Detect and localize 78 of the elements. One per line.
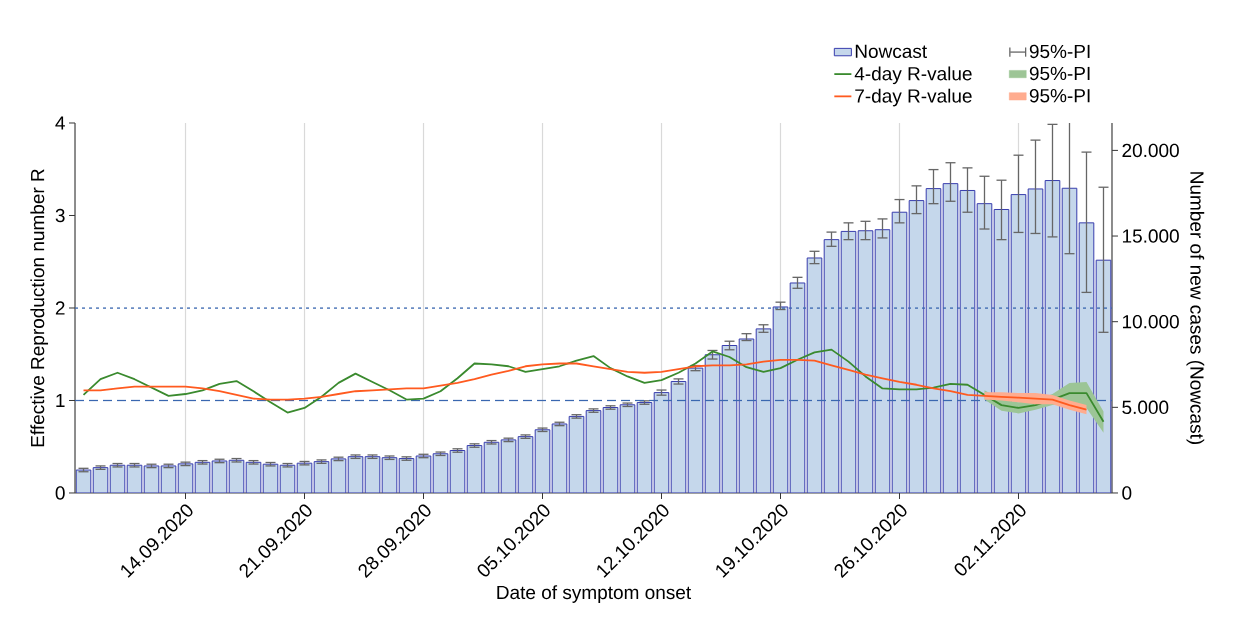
y-tick-label: 2: [55, 301, 65, 315]
y2-tick-label: 15.000: [1122, 229, 1179, 243]
bar: [398, 458, 415, 493]
bar: [449, 450, 466, 493]
y2-axis-title: Number of new cases (Nowcast): [1186, 172, 1205, 445]
bar: [959, 189, 976, 493]
y-axis-title: Effective Reproduction number R: [30, 169, 49, 447]
bar: [381, 457, 398, 493]
bar: [313, 461, 330, 493]
bar: [687, 367, 704, 493]
bar: [925, 188, 942, 493]
bar: [636, 402, 653, 493]
bar: [721, 345, 738, 493]
y2-tick-label: 10.000: [1122, 314, 1179, 329]
bar: [551, 423, 568, 493]
bar: [585, 410, 602, 493]
bar: [1010, 194, 1027, 493]
x-axis-title: Date of symptom onset: [497, 585, 692, 603]
bar: [670, 380, 687, 493]
y-tick-label: 1: [56, 393, 65, 408]
bar: [228, 459, 245, 493]
bar: [109, 464, 126, 493]
text: 95%-PI: [1029, 44, 1090, 59]
y2-tick-label: 20.000: [1122, 143, 1179, 158]
bar: [704, 354, 721, 493]
bar: [483, 441, 500, 493]
bar: [279, 464, 296, 493]
bar: [908, 200, 925, 493]
bar: [126, 464, 143, 493]
bar: [857, 230, 874, 493]
bar: [738, 338, 755, 493]
bar: [500, 439, 517, 493]
bar: [1095, 259, 1112, 493]
legend-label: 4-day R-value: [854, 66, 972, 85]
y2-tick-label: 5.000: [1122, 400, 1169, 415]
bar: [330, 458, 347, 493]
bar: [517, 436, 534, 493]
bar: [891, 211, 908, 493]
y-tick-label: 3: [55, 208, 65, 223]
bar: [92, 467, 109, 493]
bar: [789, 282, 806, 493]
bar: [194, 461, 211, 493]
bar: [993, 208, 1010, 493]
text: 95%-PI: [1029, 66, 1090, 81]
bar: [840, 230, 857, 493]
bar: [160, 465, 177, 493]
bar: [653, 392, 670, 493]
bar: [1044, 180, 1061, 493]
bar: [466, 445, 483, 493]
bar: [602, 407, 619, 493]
bar: [245, 461, 262, 493]
bar: [364, 456, 381, 493]
bar: [211, 460, 228, 493]
bar: [942, 183, 959, 493]
y-tick-label: 4: [55, 116, 65, 130]
bar: [432, 453, 449, 493]
bar: [874, 229, 891, 493]
y-tick-label: 0: [55, 486, 65, 500]
bar: [415, 455, 432, 493]
bar: [347, 456, 364, 493]
bar: [143, 465, 160, 493]
bar: [806, 257, 823, 493]
bar: [262, 463, 279, 493]
bar: [976, 203, 993, 493]
bar: [823, 239, 840, 493]
bar: [619, 404, 636, 493]
y2-tick-label: 0: [1122, 486, 1132, 500]
bar: [568, 415, 585, 493]
bar: [296, 462, 313, 493]
legend-label: 7-day R-value: [855, 88, 972, 107]
bar: [177, 463, 194, 493]
bar: [534, 429, 551, 493]
bar: [75, 469, 92, 493]
legend-label: Nowcast: [855, 44, 927, 59]
bar: [1027, 188, 1044, 493]
text: 95%-PI: [1029, 88, 1090, 103]
bar: [755, 328, 772, 493]
bar: [772, 306, 789, 493]
